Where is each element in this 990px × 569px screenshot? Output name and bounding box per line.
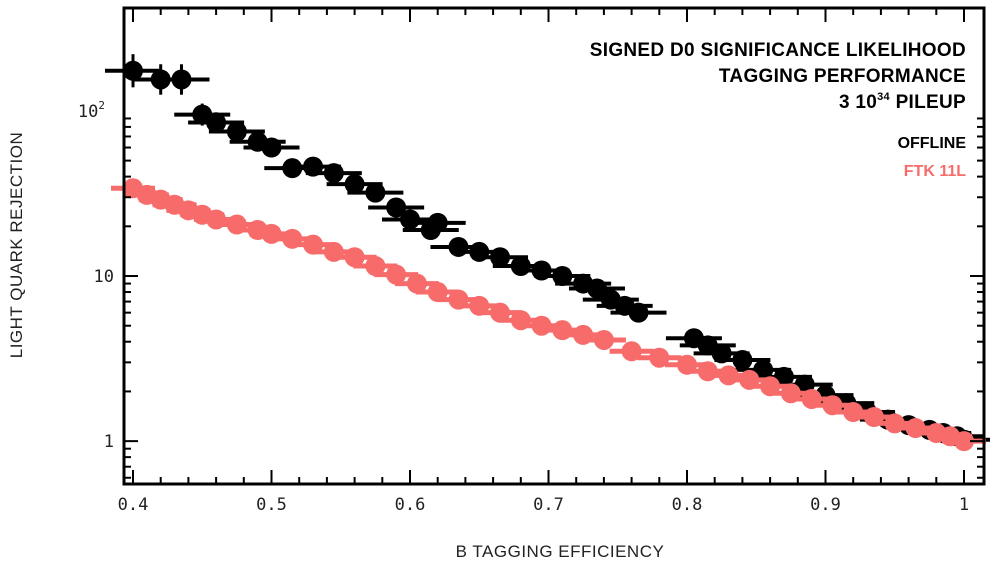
x-axis-title: B TAGGING EFFICIENCY xyxy=(456,542,665,561)
legend-entry-offline: OFFLINE xyxy=(898,135,967,152)
y-axis-title: LIGHT QUARK REJECTION xyxy=(7,132,26,359)
x-tick-label: 0.5 xyxy=(256,495,287,515)
data-point xyxy=(427,282,448,303)
data-point xyxy=(365,255,386,276)
data-point xyxy=(323,163,344,184)
data-point xyxy=(406,273,427,294)
plot-frame xyxy=(122,6,986,486)
data-point xyxy=(261,137,282,158)
chart-title-line-2: TAGGING PERFORMANCE xyxy=(719,66,966,87)
x-tick-label: 1 xyxy=(959,495,969,515)
data-point xyxy=(593,329,614,350)
chart-title-pileup: 3 1034 PILEUP xyxy=(839,91,966,113)
data-point xyxy=(171,69,192,90)
x-tick-label: 0.9 xyxy=(810,495,841,515)
data-point xyxy=(621,341,642,362)
data-point xyxy=(386,197,407,218)
legend-entry-ftk-11l: FTK 11L xyxy=(904,163,966,180)
data-series-layer xyxy=(105,54,990,452)
y-tick-label: 1 xyxy=(104,432,114,452)
data-point xyxy=(510,255,531,276)
data-point xyxy=(365,182,386,203)
data-point xyxy=(344,174,365,195)
x-tick-label: 0.6 xyxy=(395,495,426,515)
data-point xyxy=(732,350,753,371)
data-point xyxy=(206,112,227,133)
data-point xyxy=(718,365,739,386)
data-point xyxy=(628,302,649,323)
data-point xyxy=(954,431,974,452)
data-point xyxy=(490,302,511,323)
axes-layer: 0.4 0.5 0.6 0.7 0.8 0.9 1 1 10 102 xyxy=(78,6,986,515)
data-point xyxy=(427,212,448,233)
data-point xyxy=(586,278,607,299)
data-point xyxy=(386,264,407,285)
y-tick-label: 102 xyxy=(78,99,105,122)
x-tick-label: 0.8 xyxy=(672,495,703,515)
data-point xyxy=(531,315,552,336)
x-tick-label: 0.4 xyxy=(118,495,149,515)
series-ftk-11l xyxy=(111,178,986,452)
data-point xyxy=(697,361,718,382)
series-offline xyxy=(105,54,990,450)
data-point xyxy=(490,247,511,268)
data-point xyxy=(344,247,365,268)
chart-title-line-1: SIGNED D0 SIGNIFICANCE LIKELIHOOD xyxy=(590,40,966,61)
data-point xyxy=(649,347,670,368)
data-point xyxy=(123,60,143,81)
data-point xyxy=(400,209,420,230)
data-point xyxy=(552,266,573,287)
data-point xyxy=(448,236,469,257)
data-point xyxy=(226,121,247,142)
y-tick-label: 10 xyxy=(94,267,114,287)
chart-title-block: SIGNED D0 SIGNIFICANCE LIKELIHOOD TAGGIN… xyxy=(590,40,966,113)
legend: OFFLINE FTK 11L xyxy=(898,135,967,180)
x-tick-label: 0.7 xyxy=(533,495,564,515)
